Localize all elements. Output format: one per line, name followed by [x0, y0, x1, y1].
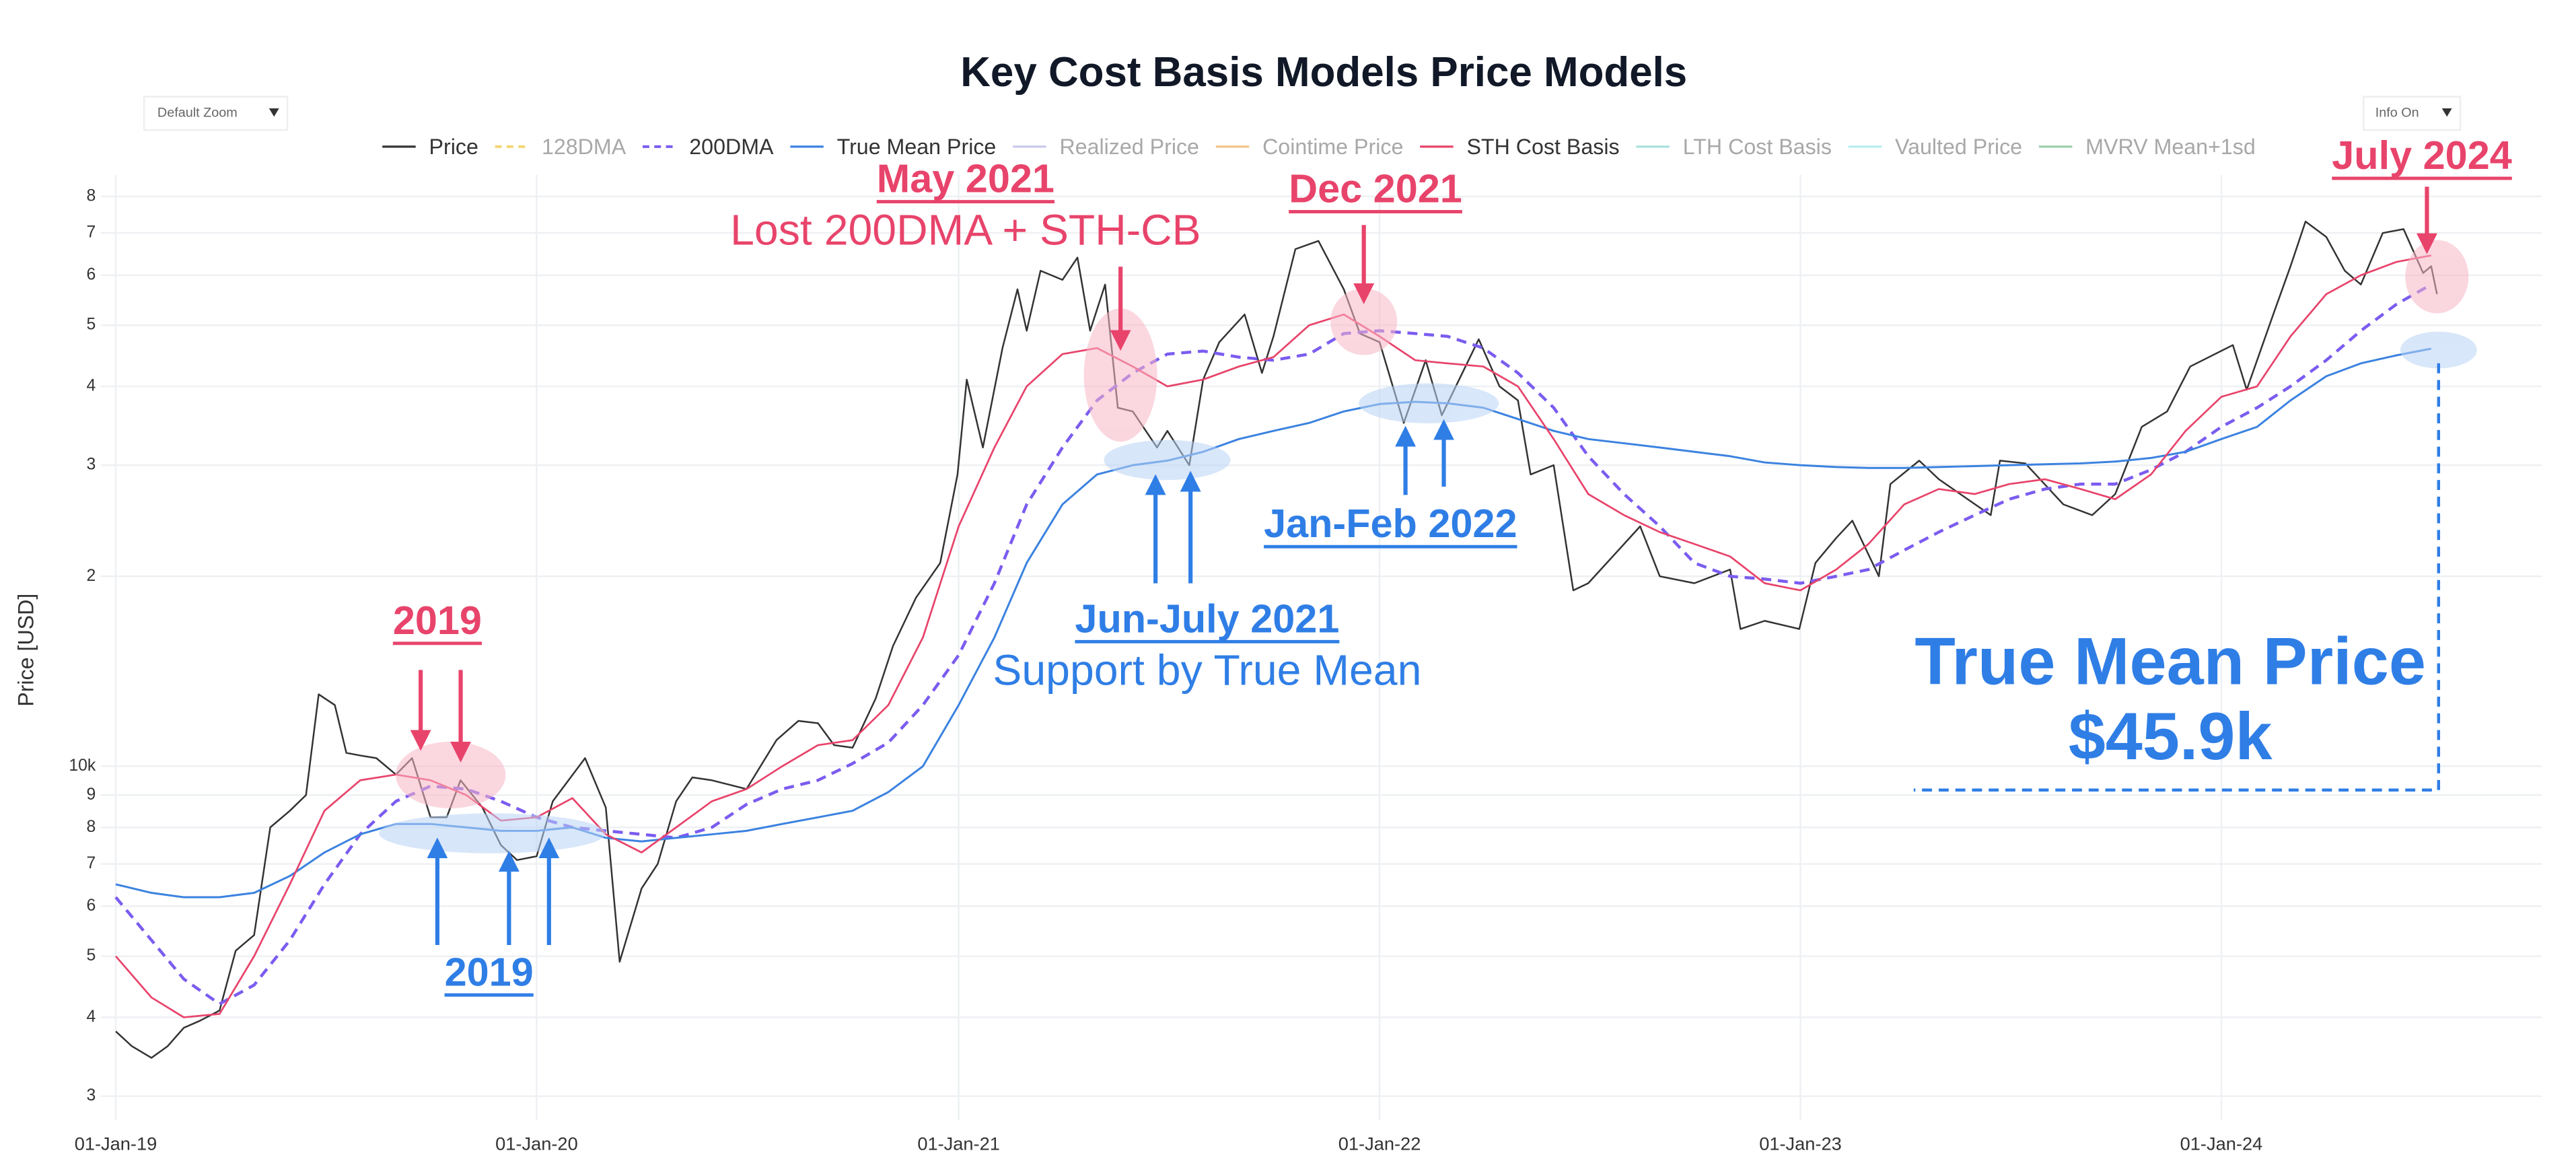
y-tick-label: 6 [87, 897, 96, 915]
annotation: 2019 [393, 598, 482, 643]
annotation: Support by True Mean [993, 645, 1421, 694]
annotations: May 2021 Lost 200DMA + STH-CB Dec 2021 July… [393, 133, 2512, 997]
annotation: True Mean Price [1915, 624, 2426, 699]
chart-title: Key Cost Basis Models Price Models [960, 49, 1687, 96]
annotation: Lost 200DMA + STH-CB [730, 206, 1201, 254]
legend-label[interactable]: Vaulted Price [1895, 135, 2022, 159]
legend-label[interactable]: True Mean Price [837, 135, 997, 159]
highlight [1330, 288, 1398, 355]
y-tick-label: 2 [87, 567, 96, 585]
highlight [1359, 383, 1499, 423]
highlight [2405, 240, 2469, 314]
y-tick-label: 9 [87, 785, 96, 804]
y-axis-label: Price [USD] [13, 594, 38, 707]
legend-label[interactable]: Realized Price [1059, 135, 1199, 159]
dropdown-arrow[interactable] [269, 108, 279, 117]
annotation: Jan-Feb 2022 [1264, 501, 1517, 546]
x-tick-label: 01-Jan-20 [495, 1133, 578, 1154]
callout-line [1913, 363, 2441, 792]
highlight [1083, 308, 1157, 442]
zoom-button[interactable] [143, 96, 289, 131]
highlights [379, 240, 2477, 853]
highlight [379, 813, 606, 853]
arrows [410, 186, 2437, 945]
grid: 3 4 5 6 7 8 9 10k 2 3 4 5 6 7 8 01-Jan-19 01-Jan-20 01-Ja… [69, 175, 2542, 1154]
y-tick-label: 10k [69, 757, 96, 775]
y-tick-label: 8 [87, 818, 96, 836]
legend-label[interactable]: 128DMA [542, 135, 627, 159]
x-tick-label: 01-Jan-21 [917, 1133, 1000, 1154]
y-tick-label: 3 [87, 1086, 96, 1105]
annotation: Jun-July 2021 [1075, 596, 1339, 641]
series-line [114, 283, 2432, 1006]
legend-label[interactable]: STH Cost Basis [1466, 135, 1619, 159]
x-tick-label: 01-Jan-24 [2180, 1133, 2263, 1154]
legend-label[interactable]: 200DMA [689, 135, 774, 159]
annotation: 2019 [445, 949, 534, 994]
annotation: July 2024 [2332, 133, 2512, 178]
highlight [1104, 440, 1231, 481]
x-tick-label: 01-Jan-19 [75, 1133, 157, 1154]
annotation: $45.9k [2069, 699, 2273, 773]
info-label[interactable]: Info On [2375, 106, 2419, 120]
y-tick-label: 4 [87, 1008, 96, 1026]
y-tick-label: 4 [87, 377, 96, 395]
y-tick-label: 7 [87, 223, 96, 242]
y-tick-label: 8 [87, 186, 96, 205]
annotation: Dec 2021 [1289, 166, 1462, 211]
annotation: May 2021 [877, 156, 1054, 201]
legend-label[interactable]: Price [429, 135, 478, 159]
info-control[interactable]: Info On [2363, 96, 2462, 131]
y-tick-label: 6 [87, 265, 96, 283]
legend-label[interactable]: MVRV Mean+1sd [2085, 135, 2256, 159]
highlight [2400, 331, 2477, 369]
legend-label[interactable]: LTH Cost Basis [1683, 135, 1832, 159]
zoom-control[interactable]: Default Zoom [143, 96, 289, 131]
y-tick-label: 5 [87, 946, 96, 965]
y-tick-label: 7 [87, 854, 96, 872]
zoom-label[interactable]: Default Zoom [157, 106, 238, 120]
x-tick-label: 01-Jan-22 [1338, 1133, 1421, 1154]
dropdown-arrow[interactable] [2441, 108, 2452, 117]
info-button[interactable] [2363, 96, 2462, 131]
legend: Price 128DMA 200DMA True Mean Price Realized… [382, 135, 2256, 159]
x-tick-label: 01-Jan-23 [1759, 1133, 1842, 1154]
y-tick-label: 3 [87, 456, 96, 474]
legend-label[interactable]: Cointime Price [1262, 135, 1403, 159]
y-tick-label: 5 [87, 316, 96, 334]
highlight [396, 741, 506, 808]
